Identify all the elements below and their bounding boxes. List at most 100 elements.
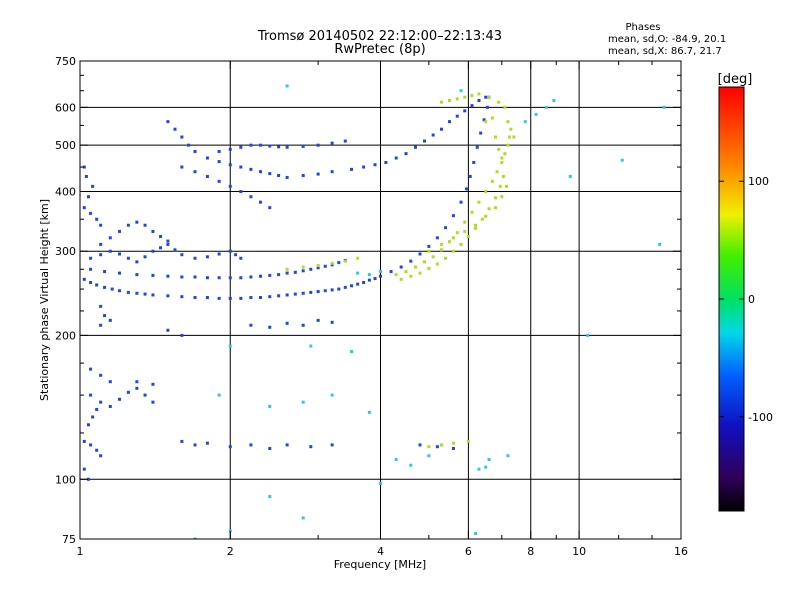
data-point: [301, 516, 305, 520]
data-point: [448, 240, 452, 244]
data-point: [495, 170, 499, 174]
data-point: [301, 400, 305, 404]
data-point: [217, 179, 221, 183]
data-point: [259, 200, 263, 204]
data-point: [466, 235, 470, 239]
data-point: [316, 290, 320, 294]
data-point: [285, 271, 289, 275]
data-point: [362, 165, 366, 169]
data-point: [389, 270, 393, 274]
data-point: [193, 537, 197, 539]
data-point: [89, 443, 93, 447]
colorbar-tick-label: -100: [748, 411, 773, 424]
data-point: [249, 323, 253, 327]
data-point: [343, 139, 347, 143]
data-point: [399, 265, 403, 269]
data-point: [293, 292, 297, 296]
data-point: [135, 386, 139, 390]
data-point: [234, 253, 238, 257]
data-point: [501, 174, 505, 178]
data-point: [99, 323, 103, 327]
data-point: [108, 380, 112, 384]
data-point: [337, 261, 341, 265]
data-point: [418, 271, 422, 275]
data-point: [187, 143, 191, 147]
data-point: [228, 445, 232, 449]
data-point: [404, 152, 408, 156]
data-point: [500, 156, 504, 160]
data-point: [180, 253, 184, 257]
data-point: [217, 252, 221, 256]
data-point: [497, 147, 501, 151]
y-tick-label: 300: [55, 245, 76, 258]
data-point: [440, 443, 444, 447]
data-point: [435, 445, 439, 449]
data-point: [466, 439, 470, 443]
data-point: [350, 350, 354, 354]
data-point: [285, 267, 289, 271]
data-point: [301, 323, 305, 327]
data-point: [193, 170, 197, 174]
data-point: [455, 231, 459, 235]
data-point: [435, 236, 439, 240]
data-point: [316, 143, 320, 147]
data-point: [301, 144, 305, 148]
stats-x: mean, sd,X: 86.7, 21.7: [608, 46, 722, 57]
data-point: [440, 127, 444, 131]
data-point: [498, 184, 502, 188]
data-point: [217, 296, 221, 300]
data-point: [470, 94, 474, 98]
stats-o: mean, sd,O: -84.9, 20.1: [608, 34, 726, 45]
data-point: [126, 256, 130, 260]
data-point: [151, 293, 155, 297]
data-point: [205, 296, 209, 300]
data-point: [259, 170, 263, 174]
data-point: [118, 289, 122, 293]
data-point: [268, 273, 272, 277]
data-point: [568, 174, 572, 178]
data-point: [463, 220, 467, 224]
data-point: [509, 127, 513, 131]
data-point: [316, 266, 320, 270]
data-point: [330, 261, 334, 265]
data-point: [463, 95, 467, 99]
x-tick-label: 8: [527, 545, 534, 558]
data-point: [490, 116, 494, 120]
data-point: [504, 184, 508, 188]
data-point: [268, 446, 272, 450]
data-point: [459, 242, 463, 246]
data-point: [472, 160, 476, 164]
data-point: [330, 443, 334, 447]
data-point: [205, 174, 209, 178]
chart-title: Tromsø 20140502 22:12:00–22:13:43: [257, 29, 502, 44]
chart-subtitle: RwPretec (8p): [334, 42, 425, 57]
data-point: [409, 259, 413, 263]
data-point: [494, 196, 498, 200]
data-point: [205, 156, 209, 160]
data-point: [309, 290, 313, 294]
data-point: [268, 144, 272, 148]
data-point: [463, 109, 467, 113]
data-point: [217, 160, 221, 164]
data-point: [193, 296, 197, 300]
data-point: [379, 481, 382, 485]
data-point: [205, 276, 209, 280]
data-point: [451, 249, 455, 253]
data-point: [485, 105, 489, 109]
data-point: [480, 217, 484, 221]
data-point: [99, 223, 103, 227]
x-tick-label: 2: [227, 545, 234, 558]
data-point: [126, 390, 130, 394]
grid-lines: [80, 61, 681, 539]
data-point: [427, 267, 431, 271]
data-point: [135, 260, 139, 264]
data-point: [159, 235, 163, 239]
data-point: [470, 210, 474, 214]
y-tick-label: 500: [55, 139, 76, 152]
data-point: [427, 445, 431, 449]
data-point: [301, 269, 305, 273]
data-point: [180, 275, 184, 279]
data-point: [135, 273, 139, 277]
data-point: [217, 393, 221, 397]
data-point: [228, 163, 232, 167]
